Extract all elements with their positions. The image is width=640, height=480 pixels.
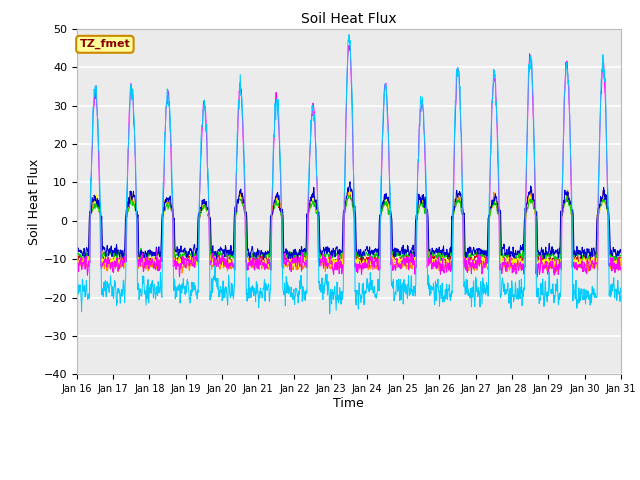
SHF5: [617, 249, 625, 255]
SHF1: [369, 262, 376, 268]
SHF2: [507, 264, 515, 269]
SHF_1: [365, 256, 372, 262]
SHF5: [584, 247, 592, 252]
SHF4: [364, 252, 372, 257]
SHF_1: [507, 263, 515, 269]
SHF5: [225, 251, 232, 256]
SHF3: [225, 258, 232, 264]
SHF1: [365, 255, 372, 261]
SHF2: [225, 259, 232, 265]
SHF_1: [225, 266, 232, 272]
Line: SHF_2: SHF_2: [77, 35, 621, 314]
SHF4: [225, 252, 232, 257]
SHF_2: [377, 194, 385, 200]
Title: Soil Heat Flux: Soil Heat Flux: [301, 12, 397, 26]
SHF1: [584, 256, 592, 262]
SHF_1: [584, 259, 592, 265]
SHF_2: [617, 285, 625, 291]
SHF5: [346, 179, 354, 185]
X-axis label: Time: Time: [333, 397, 364, 410]
SHF2: [569, 214, 577, 220]
SHF3: [365, 257, 372, 263]
SHF_1: [534, 274, 541, 280]
SHF3: [617, 258, 625, 264]
SHF4: [569, 241, 577, 247]
SHF4: [563, 192, 571, 198]
SHF4: [617, 253, 625, 259]
SHF5: [365, 251, 372, 257]
SHF3: [470, 266, 478, 272]
SHF_2: [507, 305, 515, 311]
SHF5: [507, 249, 515, 254]
SHF3: [584, 259, 592, 264]
SHF5: [569, 210, 577, 216]
SHF_2: [345, 32, 353, 37]
SHF4: [73, 251, 81, 257]
SHF_1: [346, 42, 353, 48]
Line: SHF5: SHF5: [77, 182, 621, 262]
SHF_1: [617, 267, 625, 273]
Line: SHF2: SHF2: [77, 190, 621, 273]
SHF_1: [376, 243, 384, 249]
SHF1: [225, 258, 232, 264]
SHF5: [73, 253, 81, 259]
SHF_2: [365, 285, 372, 290]
SHF4: [584, 255, 592, 261]
SHF_2: [326, 311, 333, 317]
SHF2: [376, 211, 384, 217]
Y-axis label: Soil Heat Flux: Soil Heat Flux: [28, 158, 41, 245]
SHF2: [584, 267, 592, 273]
SHF1: [377, 214, 385, 220]
Line: SHF3: SHF3: [77, 189, 621, 269]
SHF4: [376, 215, 384, 221]
SHF1: [507, 258, 515, 264]
SHF_2: [584, 294, 592, 300]
SHF3: [376, 219, 384, 225]
SHF3: [569, 258, 577, 264]
SHF_2: [225, 280, 232, 286]
SHF5: [358, 259, 365, 265]
SHF4: [507, 249, 515, 255]
Text: TZ_fmet: TZ_fmet: [79, 39, 131, 49]
SHF2: [73, 255, 81, 261]
SHF5: [377, 213, 385, 218]
Line: SHF4: SHF4: [77, 195, 621, 261]
SHF2: [564, 187, 572, 193]
SHF1: [237, 188, 244, 193]
SHF_2: [73, 287, 81, 293]
SHF1: [569, 241, 577, 247]
SHF2: [365, 264, 372, 270]
SHF_1: [569, 259, 577, 265]
SHF_2: [569, 298, 577, 304]
SHF1: [617, 255, 625, 261]
SHF3: [507, 256, 515, 262]
SHF3: [73, 256, 81, 262]
SHF1: [73, 257, 81, 263]
Line: SHF_1: SHF_1: [77, 45, 621, 277]
SHF2: [617, 259, 625, 264]
SHF_1: [73, 253, 81, 259]
Line: SHF1: SHF1: [77, 191, 621, 265]
SHF2: [178, 270, 186, 276]
SHF4: [436, 258, 444, 264]
SHF3: [346, 186, 354, 192]
